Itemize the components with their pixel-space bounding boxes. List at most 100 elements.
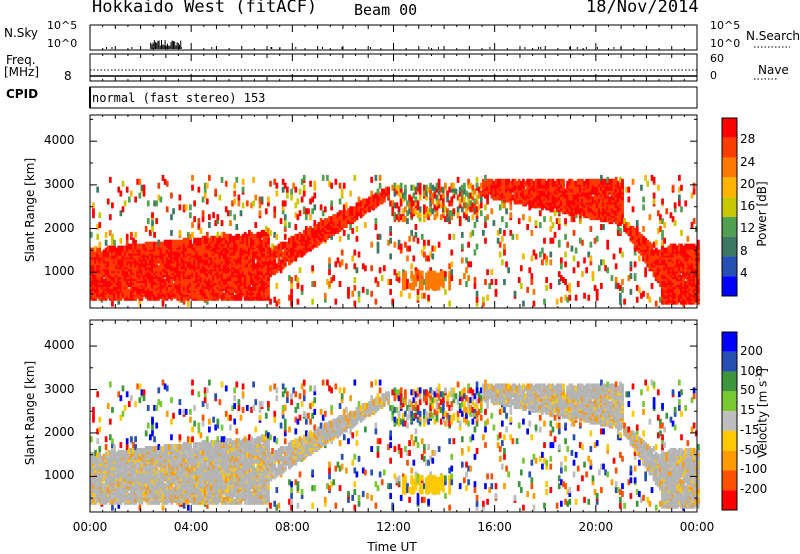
power-cell	[564, 261, 567, 268]
power-cell	[271, 255, 274, 262]
power-cell	[661, 298, 664, 305]
power-cell	[538, 251, 542, 258]
power-cell	[583, 292, 586, 299]
power-cell	[500, 178, 504, 185]
power-cell	[652, 241, 656, 248]
power-cell	[269, 180, 272, 187]
power-cell	[503, 243, 506, 250]
power-cell	[484, 174, 487, 181]
power-cell	[515, 180, 519, 187]
power-cell	[458, 198, 462, 205]
power-cell	[347, 233, 350, 240]
power-cell	[435, 210, 439, 217]
power-cell	[361, 208, 365, 215]
power-cell	[673, 298, 677, 305]
power-cell	[125, 259, 129, 266]
power-cell	[441, 280, 445, 287]
power-cell	[361, 198, 365, 205]
power-cell	[612, 178, 616, 185]
power-cell	[682, 298, 685, 305]
power-cell	[399, 247, 403, 254]
power-cell	[130, 190, 133, 197]
power-cell	[519, 265, 523, 272]
power-cell	[541, 202, 544, 209]
power-cell	[237, 294, 241, 301]
power-cell	[243, 277, 247, 284]
power-cell	[448, 263, 452, 270]
power-cell	[340, 210, 344, 217]
power-cell	[635, 296, 639, 303]
power-cell	[298, 188, 302, 195]
power-cell	[467, 216, 470, 223]
power-cell	[589, 241, 593, 248]
power-cell	[330, 204, 333, 211]
power-cell	[591, 196, 595, 203]
power-cell	[692, 243, 696, 250]
power-cell	[688, 243, 692, 250]
power-cell	[281, 186, 285, 193]
power-cell	[557, 186, 561, 193]
power-cell	[220, 220, 224, 227]
power-cell	[189, 247, 192, 254]
power-cell	[304, 225, 308, 232]
power-cell	[414, 280, 418, 287]
power-cell	[675, 261, 679, 268]
power-cell	[503, 249, 506, 256]
power-cell	[570, 186, 574, 193]
power-cell	[528, 267, 532, 274]
power-cell	[142, 286, 146, 293]
power-cell	[614, 277, 618, 284]
power-cell	[538, 222, 542, 229]
power-cell	[155, 241, 159, 248]
power-cell	[429, 200, 433, 207]
power-cell	[229, 280, 232, 287]
power-cell	[237, 194, 241, 201]
power-cell	[625, 186, 629, 193]
power-cell	[245, 294, 249, 301]
power-cell	[296, 243, 300, 250]
power-cell	[216, 214, 220, 221]
power-cell	[357, 251, 361, 258]
power-cell	[673, 243, 677, 250]
power-cell	[612, 253, 616, 260]
power-cell	[482, 300, 485, 307]
power-cell	[671, 251, 675, 258]
power-cell	[555, 298, 559, 305]
power-cell	[260, 284, 264, 291]
power-cell	[475, 296, 479, 303]
power-cell	[222, 231, 226, 238]
power-cell	[262, 229, 266, 236]
power-cell	[311, 265, 315, 272]
power-cell	[619, 298, 622, 305]
power-cell	[191, 174, 194, 181]
power-cell	[212, 245, 215, 252]
power-cell	[635, 229, 639, 236]
power-cell	[108, 245, 112, 252]
power-cell	[543, 298, 546, 305]
power-cell	[288, 294, 291, 301]
power-cell	[505, 208, 508, 215]
power-cell	[680, 184, 683, 191]
power-cell	[245, 200, 249, 207]
power-cell	[652, 269, 656, 276]
power-cell	[216, 218, 220, 225]
power-cell	[406, 245, 409, 252]
power-cell	[621, 206, 624, 213]
power-cell	[98, 251, 102, 258]
power-cell	[471, 214, 475, 221]
power-cell	[465, 280, 468, 287]
power-cell	[323, 292, 327, 299]
power-cell	[226, 257, 230, 264]
power-cell	[406, 210, 409, 217]
power-cell	[452, 186, 456, 193]
power-cell	[574, 294, 578, 301]
power-cell	[104, 231, 108, 238]
power-cell	[560, 200, 563, 207]
velocity-cell	[92, 455, 95, 462]
power-cell	[694, 245, 698, 252]
power-cell	[111, 288, 114, 295]
power-cell	[134, 292, 137, 299]
power-cell	[96, 267, 100, 274]
power-cell	[692, 182, 696, 189]
power-cell	[296, 251, 300, 258]
